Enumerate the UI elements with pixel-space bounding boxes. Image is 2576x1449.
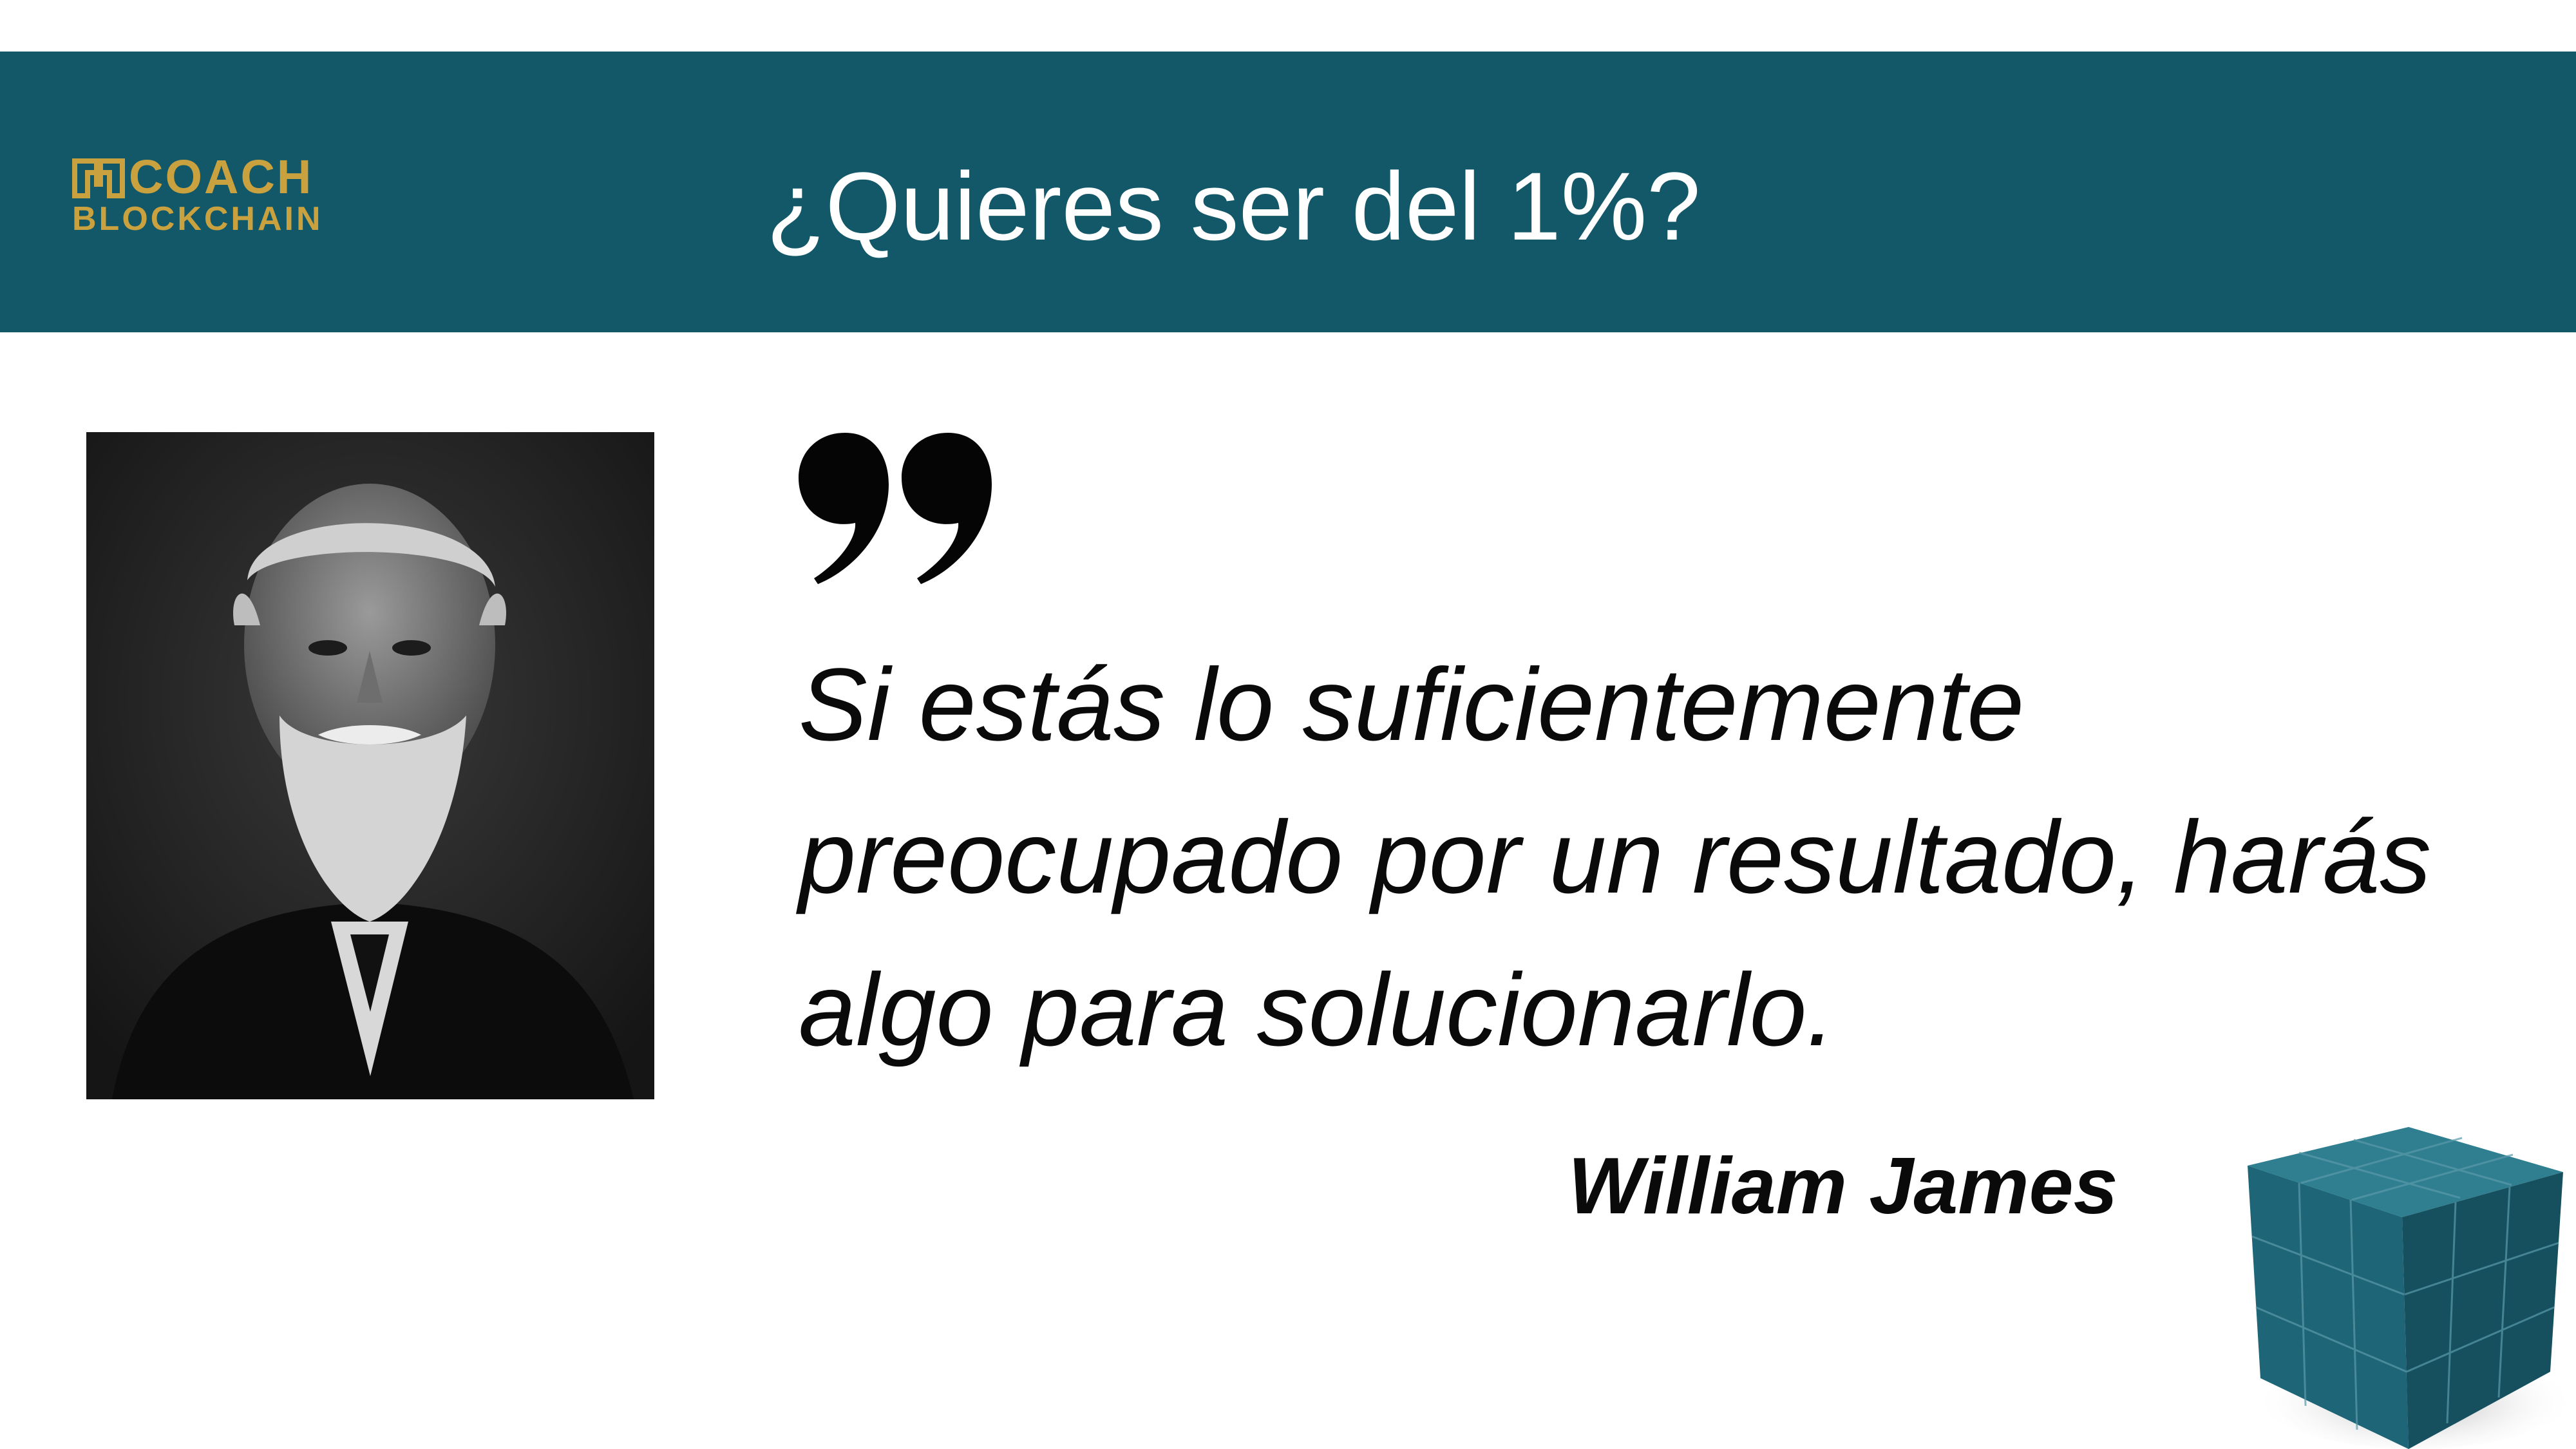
portrait-photo (86, 432, 654, 1099)
quote-line: Si estás lo suficientemente (799, 647, 2025, 762)
quote-line: preocupado por un resultado, harás (799, 799, 2432, 914)
header-banner (0, 52, 2576, 332)
page-title: ¿Quieres ser del 1%? (766, 152, 1701, 260)
quote-text: Si estás lo suficientemente preocupado p… (799, 628, 2537, 1086)
logo-text-coach: COACH (129, 150, 314, 204)
logo-mark-icon (72, 158, 125, 198)
coach-blockchain-logo: COACH BLOCKCHAIN (72, 153, 343, 241)
quote-line: algo para solucionarlo. (799, 952, 1835, 1067)
quote-author: William James (1568, 1142, 2118, 1231)
blockchain-cube-icon (2248, 1127, 2576, 1449)
logo-text-blockchain: BLOCKCHAIN (72, 200, 323, 238)
quote-icon (799, 433, 992, 584)
